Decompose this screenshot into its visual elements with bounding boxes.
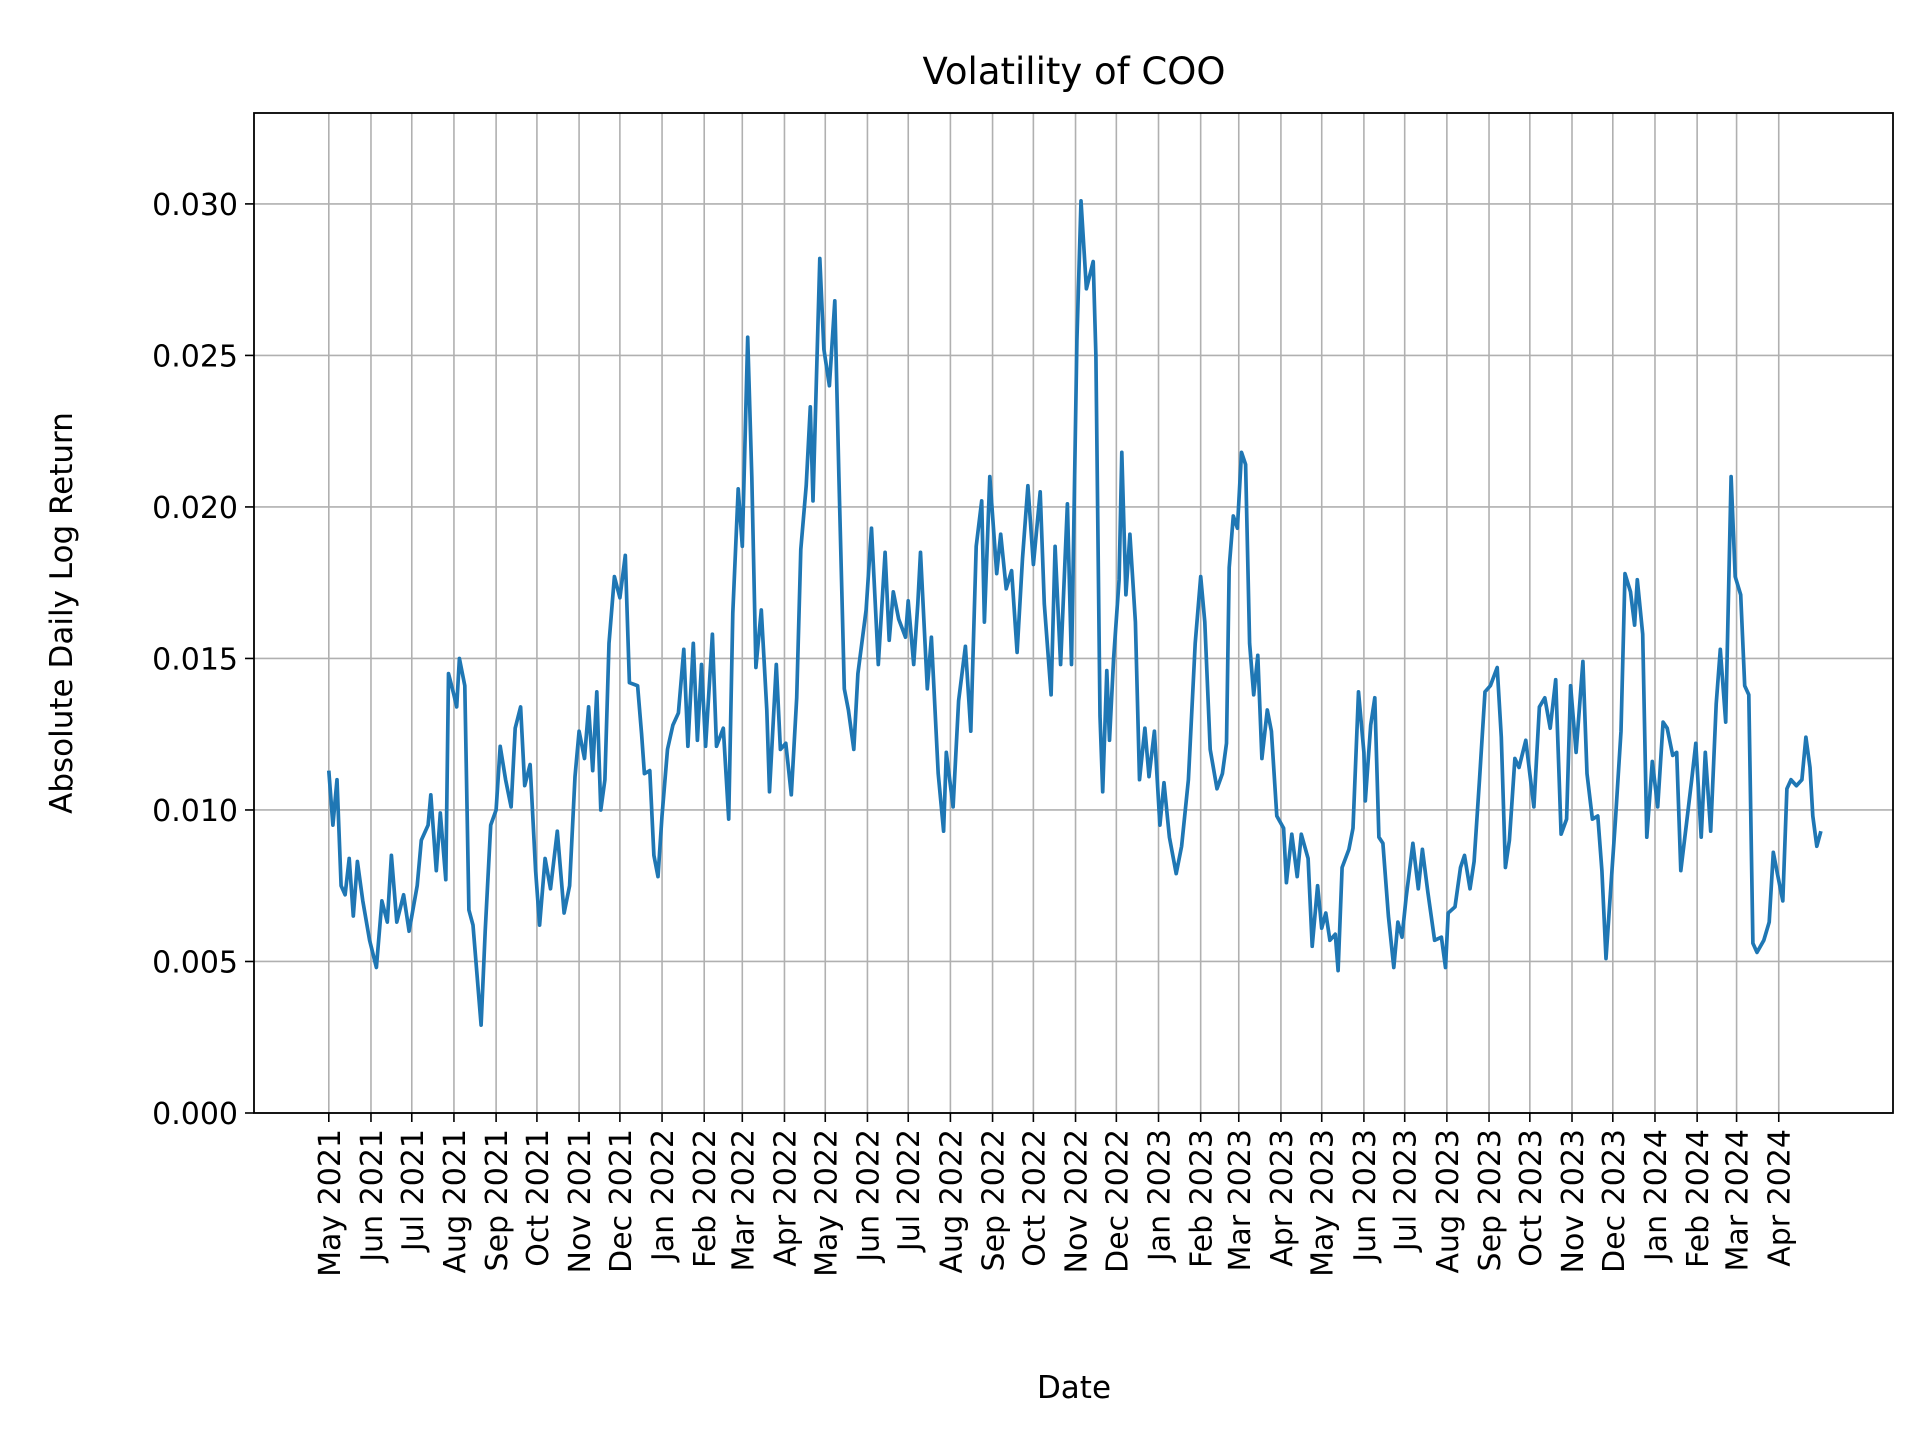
x-tick-label: Nov 2022	[1060, 1129, 1095, 1273]
x-tick-label: Nov 2023	[1556, 1129, 1591, 1273]
series-layer	[326, 199, 1823, 1027]
x-tick-label: Jan 2023	[1143, 1129, 1178, 1263]
x-tick-label: May 2021	[313, 1129, 348, 1277]
x-tick-label: Apr 2022	[768, 1129, 803, 1267]
y-tick-label: 0.000	[152, 1097, 238, 1132]
x-tick-label: Jan 2022	[646, 1129, 681, 1263]
x-tick-label: Dec 2022	[1100, 1129, 1135, 1273]
x-tick-label: Dec 2023	[1597, 1129, 1632, 1273]
x-tick-label: Feb 2023	[1185, 1129, 1220, 1268]
x-tick-label: Sep 2022	[977, 1129, 1012, 1271]
y-tick-label: 0.010	[152, 794, 238, 829]
y-tick-label: 0.005	[152, 945, 238, 980]
y-tick-label: 0.030	[152, 188, 238, 223]
x-tick-label: Oct 2022	[1017, 1129, 1052, 1267]
chart-title: Volatility of COO	[922, 50, 1225, 93]
x-tick-label: Dec 2021	[604, 1129, 639, 1273]
x-tick-label: Apr 2024	[1763, 1129, 1798, 1267]
x-tick-label: Jan 2024	[1639, 1129, 1674, 1263]
volatility-line	[326, 199, 1823, 1027]
x-tick-label: Mar 2022	[726, 1129, 761, 1272]
x-tick-label: Jul 2022	[892, 1129, 927, 1253]
x-tick-label: Jun 2022	[851, 1129, 886, 1264]
x-tick-label: Sep 2023	[1473, 1129, 1508, 1271]
x-tick-label: Jun 2023	[1348, 1129, 1383, 1264]
y-tick-label: 0.020	[152, 491, 238, 526]
y-axis-label: Absolute Daily Log Return	[44, 412, 80, 814]
x-tick-label: Apr 2023	[1265, 1129, 1300, 1267]
x-tick-label: Feb 2022	[688, 1129, 723, 1268]
y-tick-label: 0.015	[152, 642, 238, 677]
x-axis: May 2021 Jun 2021 Jul 2021 Aug 2021 Sep 2021…	[313, 1113, 1798, 1277]
x-tick-label: Mar 2024	[1721, 1129, 1756, 1272]
x-tick-label: Nov 2021	[563, 1129, 598, 1273]
x-tick-label: Aug 2022	[934, 1129, 969, 1273]
x-tick-label: Jun 2021	[355, 1129, 390, 1264]
x-tick-label: May 2022	[809, 1129, 844, 1277]
y-tick-label: 0.025	[152, 339, 238, 374]
axes-frame	[253, 112, 1894, 1114]
x-axis-label: Date	[1037, 1370, 1111, 1406]
x-tick-label: Oct 2021	[521, 1129, 556, 1267]
x-tick-label: Mar 2023	[1223, 1129, 1258, 1272]
x-tick-label: Oct 2023	[1514, 1129, 1549, 1267]
x-tick-label: Aug 2023	[1431, 1129, 1466, 1273]
x-tick-label: Aug 2021	[438, 1129, 473, 1273]
x-tick-label: Sep 2021	[480, 1129, 515, 1271]
x-tick-label: Jul 2021	[396, 1129, 431, 1253]
x-tick-label: Feb 2024	[1681, 1129, 1716, 1268]
x-tick-label: Jul 2023	[1389, 1129, 1424, 1253]
x-tick-label: May 2023	[1306, 1129, 1341, 1277]
y-axis: 0.000 0.005 0.010 0.015 0.020 0.025 0.030	[152, 188, 254, 1132]
